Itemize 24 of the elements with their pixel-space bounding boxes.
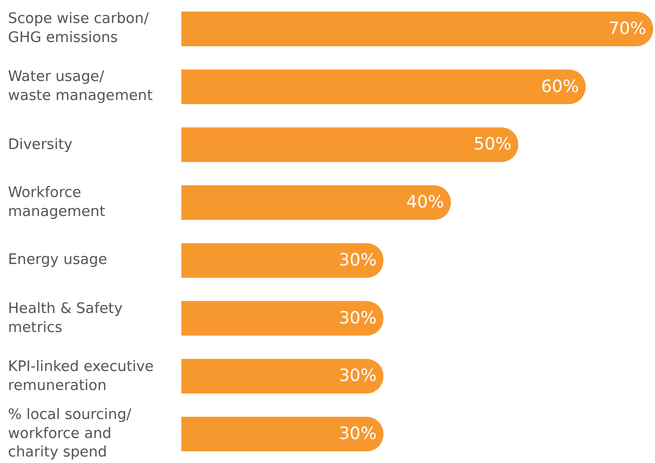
y-tick-label: KPI-linked executive remuneration: [8, 359, 154, 394]
bar: [181, 243, 384, 278]
data-label: 30%: [338, 308, 377, 328]
bar: [181, 69, 586, 104]
data-label: 30%: [338, 424, 377, 444]
data-label: 30%: [338, 250, 377, 270]
data-label: 60%: [541, 76, 579, 97]
bar: [181, 358, 384, 394]
y-tick-label: Scope wise carbon/ GHG emissions: [8, 11, 149, 46]
y-tick-label: % local sourcing/ workforce and charity spend: [8, 407, 132, 461]
bar: [181, 12, 654, 46]
y-tick-label: Workforce management: [8, 185, 106, 220]
bar: [181, 416, 384, 452]
data-label: 30%: [338, 366, 377, 386]
bar: [181, 300, 384, 336]
y-tick-label: Energy usage: [8, 252, 108, 268]
bar: [181, 185, 451, 220]
y-tick-label: Water usage/ waste management: [8, 69, 153, 104]
bar: [181, 127, 518, 162]
data-label: 70%: [608, 18, 646, 39]
data-label: 50%: [474, 134, 512, 155]
y-tick-label: Diversity: [8, 137, 73, 153]
y-tick-label: Health & Safety metrics: [8, 301, 123, 336]
data-label: 40%: [406, 192, 444, 213]
